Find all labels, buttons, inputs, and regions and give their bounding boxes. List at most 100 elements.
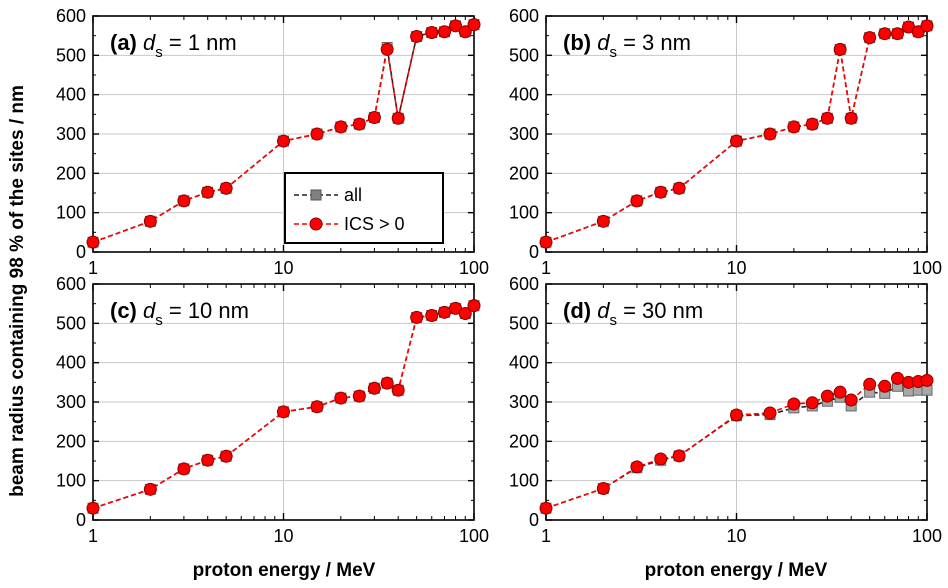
y-tick-label: 200: [56, 163, 86, 183]
y-tick-label: 0: [76, 242, 86, 262]
y-tick-label: 100: [509, 203, 539, 223]
data-point-ics: [410, 29, 424, 43]
panel-letter: (b): [563, 30, 597, 55]
y-tick-label: 500: [509, 313, 539, 333]
y-tick-label: 400: [509, 353, 539, 373]
panel-b: 0 100 200 300 400 500 600 1 10 100 (b) ds = 3 nm: [509, 6, 942, 278]
y-tick-label: 300: [509, 392, 539, 412]
data-point-ics: [352, 389, 366, 403]
data-point-ics: [672, 181, 686, 195]
x-tick-label: 10: [726, 526, 746, 546]
data-point-ics: [730, 408, 743, 422]
y-tick-label: 400: [509, 85, 539, 105]
data-point-ics: [380, 376, 394, 390]
y-tick-label: 200: [509, 163, 539, 183]
data-point-ics: [425, 26, 439, 40]
data-point-ics: [310, 127, 324, 141]
data-point-ics: [201, 185, 215, 199]
x-axis-title-left: proton energy / MeV: [193, 560, 376, 581]
x-tick-label: 1: [88, 258, 98, 278]
legend: all ICS > 0: [284, 172, 444, 244]
panel-variable: d: [597, 30, 610, 55]
data-point-ics: [878, 27, 892, 41]
data-point-ics: [596, 482, 610, 496]
panel-variable: d: [597, 298, 610, 323]
data-point-ics: [201, 453, 215, 467]
panel-subscript: s: [609, 44, 617, 61]
x-axis-title-right: proton energy / MeV: [645, 560, 828, 581]
y-tick-label: 400: [56, 353, 86, 373]
data-point-ics: [654, 185, 668, 199]
data-point-ics: [920, 19, 934, 33]
data-point-ics: [844, 111, 858, 125]
data-point-ics: [654, 452, 668, 466]
x-tick-label: 1: [541, 526, 551, 546]
data-point-ics: [890, 27, 904, 41]
data-point-ics: [863, 377, 877, 391]
data-point-ics: [310, 400, 324, 414]
legend-marker-square: [310, 189, 322, 201]
x-tick-label: 1: [88, 526, 98, 546]
data-point-ics: [352, 117, 366, 131]
data-point-ics: [920, 373, 934, 387]
x-tick-label: 100: [912, 258, 942, 278]
data-point-ics: [833, 42, 847, 56]
legend-label: all: [344, 185, 362, 205]
x-tick-label: 10: [273, 258, 293, 278]
data-point-ics: [787, 397, 801, 411]
data-point-ics: [890, 371, 904, 385]
y-tick-label: 300: [509, 124, 539, 144]
data-point-ics: [334, 391, 348, 405]
y-tick-label: 0: [529, 242, 539, 262]
panel-value: = 10 nm: [163, 298, 249, 323]
data-point-ics: [878, 379, 892, 393]
panel-d: 0 100 200 300 400 500 600 1 10 100 (d) ds = 30 nm: [509, 274, 942, 546]
y-tick-label: 500: [56, 313, 86, 333]
panel-variable: d: [143, 30, 156, 55]
panel-value: = 1 nm: [163, 30, 237, 55]
data-point-ics: [219, 181, 233, 195]
data-point-ics: [863, 31, 877, 45]
data-point-ics: [380, 42, 394, 56]
panel-letter: (c): [110, 298, 143, 323]
data-point-ics: [277, 405, 290, 419]
data-point-ics: [391, 383, 405, 397]
data-point-ics: [437, 25, 451, 39]
data-point-ics: [539, 235, 553, 249]
data-point-ics: [805, 117, 819, 131]
data-point-ics: [391, 111, 405, 125]
data-point-ics: [177, 194, 191, 208]
y-tick-label: 500: [56, 45, 86, 65]
data-point-ics: [458, 25, 472, 39]
x-tick-label: 10: [273, 526, 293, 546]
panel-variable: d: [143, 298, 156, 323]
x-tick-label: 1: [541, 258, 551, 278]
data-point-ics: [143, 482, 157, 496]
data-point-ics: [449, 19, 463, 33]
panel-label: (d) ds = 30 nm: [563, 298, 703, 329]
y-tick-label: 600: [509, 274, 539, 294]
panel-label: (c) ds = 10 nm: [110, 298, 249, 329]
data-point-ics: [787, 120, 801, 134]
data-point-ics: [763, 406, 777, 420]
data-point-ics: [630, 194, 644, 208]
y-tick-label: 200: [509, 431, 539, 451]
data-point-ics: [86, 501, 100, 515]
y-tick-label: 400: [56, 85, 86, 105]
panel-value: = 3 nm: [617, 30, 691, 55]
x-tick-label: 100: [912, 526, 942, 546]
panel-subscript: s: [609, 312, 617, 329]
data-point-ics: [425, 308, 439, 322]
y-tick-label: 0: [76, 510, 86, 530]
data-point-ics: [177, 462, 191, 476]
y-tick-label: 500: [509, 45, 539, 65]
y-tick-label: 300: [56, 392, 86, 412]
data-point-ics: [539, 501, 553, 515]
panel-a: 0 100 200 300 400 500 600 1 10 100 (a) ds = 1 nm: [56, 6, 489, 278]
legend-marker-circle: [309, 217, 323, 231]
data-point-ics: [86, 235, 100, 249]
x-tick-label: 10: [726, 258, 746, 278]
y-tick-label: 100: [56, 471, 86, 491]
panel-c: 0 100 200 300 400 500 600 1 10 100 (c) ds = 10 nm: [56, 274, 489, 546]
